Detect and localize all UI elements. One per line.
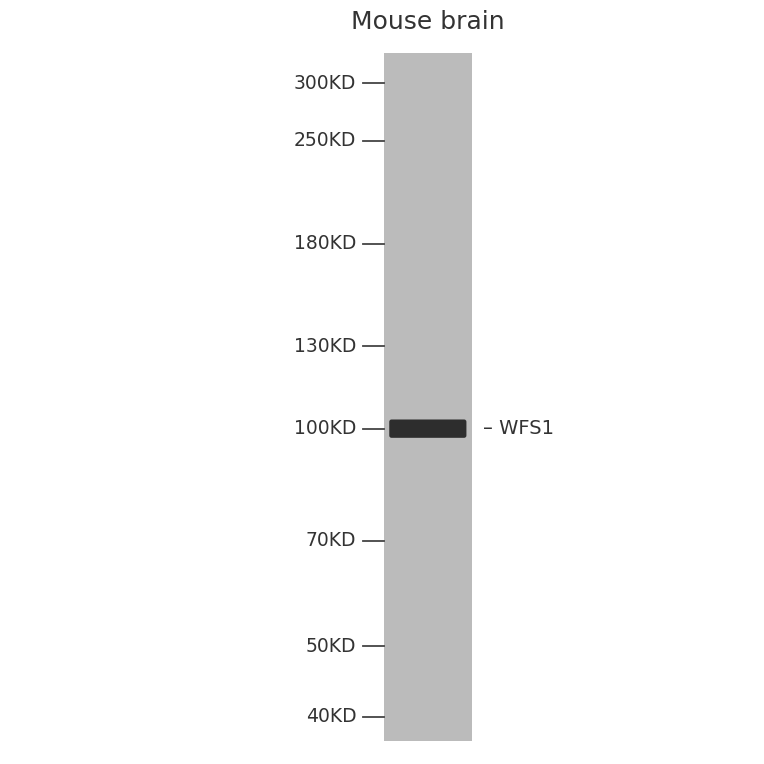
Text: 50KD: 50KD: [306, 637, 356, 656]
Text: 130KD: 130KD: [294, 337, 356, 356]
Text: 180KD: 180KD: [294, 235, 356, 254]
Text: 300KD: 300KD: [294, 74, 356, 93]
Text: Mouse brain: Mouse brain: [351, 11, 505, 34]
FancyBboxPatch shape: [389, 419, 466, 438]
Text: – WFS1: – WFS1: [483, 419, 554, 438]
Text: 70KD: 70KD: [306, 531, 356, 550]
Bar: [384, 53, 472, 741]
Text: 100KD: 100KD: [294, 419, 356, 438]
Text: 250KD: 250KD: [294, 131, 356, 151]
Text: 40KD: 40KD: [306, 707, 356, 726]
